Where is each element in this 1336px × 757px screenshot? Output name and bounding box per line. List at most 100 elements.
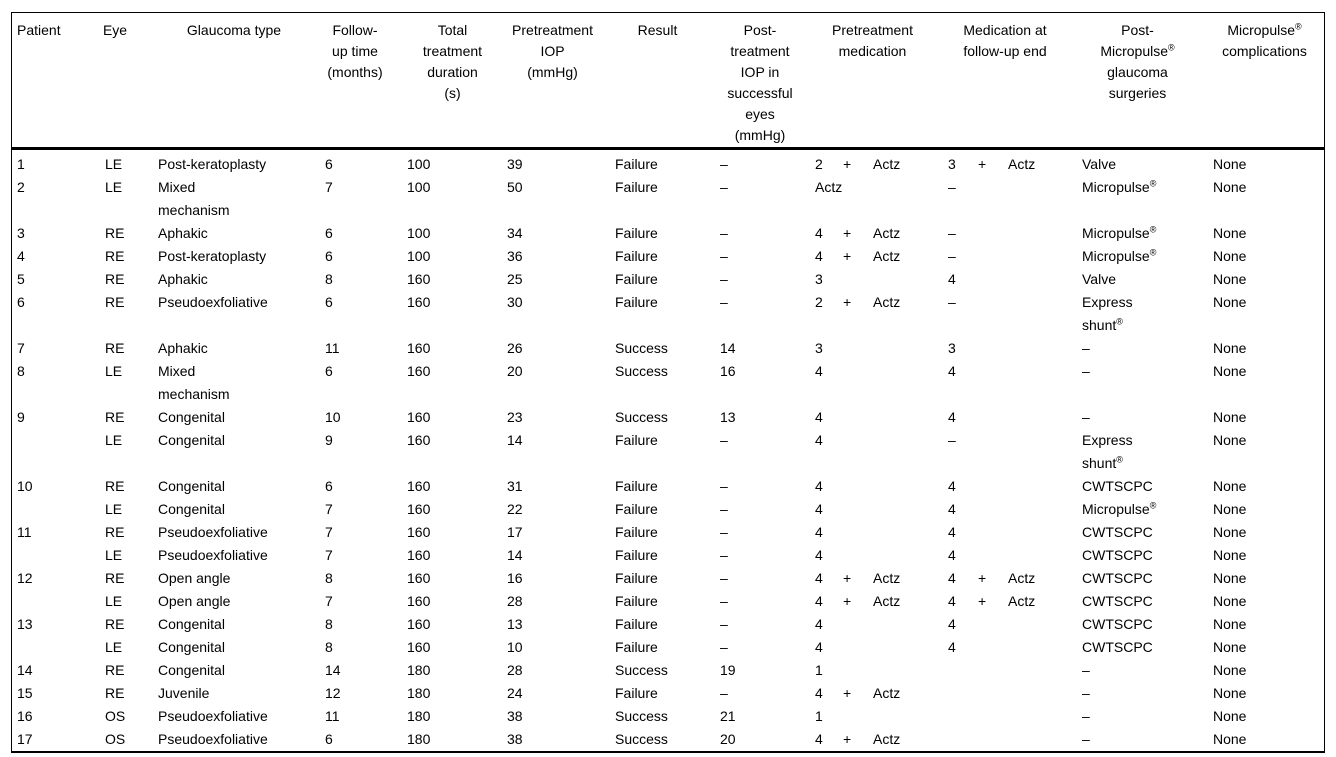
cell-followup: 6 bbox=[325, 156, 333, 172]
cell-eye: RE bbox=[105, 685, 125, 701]
cell-glaucoma: Congenital bbox=[158, 478, 225, 494]
cell-pre_med: Actz bbox=[805, 176, 940, 222]
cell-surgery: CWTSCPC bbox=[1082, 478, 1153, 494]
cell-followup: 7 bbox=[325, 501, 333, 517]
cell-fu_med: – bbox=[940, 222, 1070, 245]
cell-pre_med-part-a: 1 bbox=[815, 662, 823, 678]
cell-complications: None bbox=[1213, 547, 1247, 563]
cell-pre_med-part-b: + bbox=[843, 225, 852, 241]
cell-followup: 12 bbox=[325, 685, 341, 701]
cell-pre_med-part-c: Actz bbox=[873, 156, 901, 172]
cell-fu_med-part-c: Actz bbox=[1008, 156, 1036, 172]
cell-pre_med-part-a: 4 bbox=[815, 248, 823, 264]
cell-result: Failure bbox=[615, 432, 658, 448]
cell-patient: 5 bbox=[17, 271, 25, 287]
cell-result: Failure bbox=[615, 156, 658, 172]
cell-duration: 160 bbox=[407, 593, 431, 609]
cell-fu_med-part-a: 4 bbox=[948, 570, 956, 586]
cell-glaucoma: Mixed mechanism bbox=[158, 363, 230, 402]
cell-patient: 12 bbox=[17, 570, 33, 586]
cell-pre_med-part-a: 4 bbox=[815, 639, 823, 655]
cell-duration: 160 bbox=[407, 524, 431, 540]
cell-surgery: Micropulse® bbox=[1082, 247, 1157, 264]
cell-fu_med-part-a: 3 bbox=[948, 156, 956, 172]
cell-eye: RE bbox=[105, 225, 125, 241]
cell-pre_med-part-a: 4 bbox=[815, 478, 823, 494]
cell-eye: RE bbox=[105, 616, 125, 632]
cell-pre_med: 1 bbox=[805, 705, 940, 728]
cell-surgery: – bbox=[1082, 708, 1090, 724]
cell-post_iop: 19 bbox=[720, 662, 736, 678]
cell-result: Success bbox=[615, 363, 668, 379]
table-row: 10 RE Congenital 6 160 31 Failure – 4 4 CWTSCPC Non… bbox=[12, 475, 1324, 498]
table-row: 4 RE Post-keratoplasty 6 100 36 Failure – 4 + Actz… bbox=[12, 245, 1324, 268]
cell-pre_med-part-b: + bbox=[843, 570, 852, 586]
cell-eye: OS bbox=[105, 731, 126, 747]
cell-pre_med-part-a: 4 bbox=[815, 524, 823, 540]
cell-post_iop: – bbox=[720, 156, 728, 172]
table-row: 6 RE Pseudoexfoliative 6 160 30 Failure – 2 + Actz… bbox=[12, 291, 1324, 337]
cell-pre_med-part-a: 4 bbox=[815, 409, 823, 425]
cell-patient: 11 bbox=[17, 524, 32, 540]
cell-pre_iop: 34 bbox=[507, 225, 523, 241]
cell-surgery: – bbox=[1082, 662, 1090, 678]
cell-fu_med-part-a: 3 bbox=[948, 340, 956, 356]
cell-fu_med-part-c: Actz bbox=[1008, 570, 1036, 586]
cell-pre_med-part-a: 4 bbox=[815, 685, 823, 701]
cell-followup: 6 bbox=[325, 731, 333, 747]
cell-eye: LE bbox=[105, 593, 123, 609]
cell-glaucoma: Open angle bbox=[158, 593, 231, 609]
cell-followup: 6 bbox=[325, 363, 333, 379]
cell-glaucoma: Pseudoexfoliative bbox=[158, 524, 268, 540]
table-row: 14 RE Congenital 14 180 28 Success 19 1 – None bbox=[12, 659, 1324, 682]
cell-fu_med-part-a: 4 bbox=[948, 593, 956, 609]
cell-duration: 160 bbox=[407, 478, 431, 494]
column-header-post_iop: Post-treatment IOP in successful eyes (mmHg) bbox=[715, 13, 805, 150]
cell-surgery: Express shunt® bbox=[1082, 294, 1133, 333]
registered-trademark-sup: ® bbox=[1149, 224, 1157, 235]
cell-complications: None bbox=[1213, 731, 1247, 747]
cell-pre_iop: 17 bbox=[507, 524, 523, 540]
cell-pre_iop: 39 bbox=[507, 156, 523, 172]
cell-fu_med: 4 bbox=[940, 498, 1070, 521]
cell-eye: LE bbox=[105, 639, 123, 655]
cell-surgery: – bbox=[1082, 409, 1090, 425]
cell-surgery: – bbox=[1082, 363, 1090, 379]
registered-trademark-sup: ® bbox=[1168, 42, 1175, 53]
cell-fu_med: 4 bbox=[940, 544, 1070, 567]
cell-followup: 6 bbox=[325, 225, 333, 241]
cell-patient: 17 bbox=[17, 731, 33, 747]
cell-pre_iop: 25 bbox=[507, 271, 523, 287]
cell-fu_med-part-a: 4 bbox=[948, 547, 956, 563]
cell-complications: None bbox=[1213, 225, 1247, 241]
cell-complications: None bbox=[1213, 639, 1247, 655]
cell-followup: 9 bbox=[325, 432, 333, 448]
cell-complications: None bbox=[1213, 662, 1247, 678]
cell-post_iop: – bbox=[720, 294, 728, 310]
cell-fu_med: 4 bbox=[940, 613, 1070, 636]
cell-result: Success bbox=[615, 731, 668, 747]
cell-surgery: Micropulse® bbox=[1082, 224, 1157, 241]
cell-eye: OS bbox=[105, 708, 126, 724]
cell-glaucoma: Congenital bbox=[158, 432, 225, 448]
cell-post_iop: – bbox=[720, 639, 728, 655]
cell-fu_med-part-a: – bbox=[948, 248, 956, 264]
cell-glaucoma: Juvenile bbox=[158, 685, 210, 701]
table-row: 17 OS Pseudoexfoliative 6 180 38 Success 20 4 + Ac… bbox=[12, 728, 1324, 751]
cell-post_iop: – bbox=[720, 478, 728, 494]
cell-patient: 15 bbox=[17, 685, 33, 701]
cell-glaucoma: Open angle bbox=[158, 570, 231, 586]
table-row: 2 LE Mixed mechanism 7 100 50 Failure – Actz – Micr… bbox=[12, 176, 1324, 222]
cell-complications: None bbox=[1213, 524, 1247, 540]
cell-post_iop: – bbox=[720, 616, 728, 632]
cell-duration: 160 bbox=[407, 432, 431, 448]
cell-fu_med bbox=[940, 705, 1070, 728]
cell-result: Failure bbox=[615, 294, 658, 310]
cell-pre_iop: 16 bbox=[507, 570, 523, 586]
cell-glaucoma: Aphakic bbox=[158, 340, 208, 356]
cell-result: Failure bbox=[615, 478, 658, 494]
cell-patient: 3 bbox=[17, 225, 25, 241]
cell-eye: RE bbox=[105, 409, 125, 425]
cell-pre_med: 3 bbox=[805, 337, 940, 360]
cell-fu_med bbox=[940, 682, 1070, 705]
